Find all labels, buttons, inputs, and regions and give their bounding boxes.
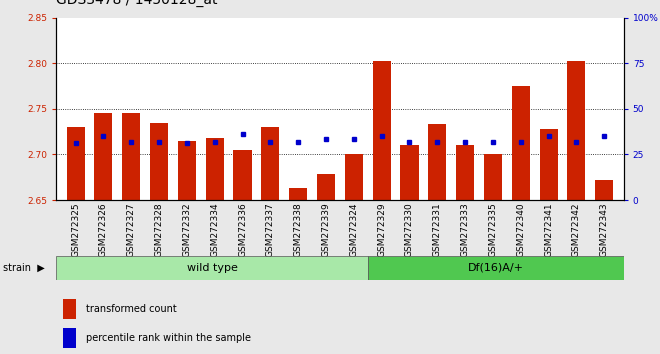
Text: GSM272327: GSM272327	[127, 202, 136, 257]
Text: strain  ▶: strain ▶	[3, 263, 45, 273]
Bar	[401, 145, 418, 200]
Bar	[484, 154, 502, 200]
Bar	[67, 127, 84, 200]
Bar	[456, 145, 474, 200]
Text: GSM272331: GSM272331	[433, 202, 442, 257]
Bar	[428, 124, 446, 200]
Text: GSM272335: GSM272335	[488, 202, 498, 257]
Bar	[317, 175, 335, 200]
Bar	[539, 129, 558, 200]
Text: GSM272342: GSM272342	[572, 202, 581, 257]
Bar	[63, 328, 76, 348]
Text: GSM272337: GSM272337	[266, 202, 275, 257]
Bar	[206, 138, 224, 200]
Text: GSM272339: GSM272339	[321, 202, 331, 257]
Bar	[345, 154, 363, 200]
Text: GSM272332: GSM272332	[182, 202, 191, 257]
Bar	[261, 127, 279, 200]
Bar	[595, 180, 613, 200]
Text: GSM272338: GSM272338	[294, 202, 303, 257]
Bar	[178, 141, 196, 200]
Bar	[150, 122, 168, 200]
Text: GSM272328: GSM272328	[154, 202, 164, 257]
Text: GSM272324: GSM272324	[349, 202, 358, 257]
Text: GSM272334: GSM272334	[210, 202, 219, 257]
Text: GSM272336: GSM272336	[238, 202, 247, 257]
Bar	[94, 113, 112, 200]
Text: GSM272329: GSM272329	[377, 202, 386, 257]
Text: GSM272330: GSM272330	[405, 202, 414, 257]
Bar	[512, 86, 530, 200]
Bar	[289, 188, 307, 200]
Bar	[373, 62, 391, 200]
Text: percentile rank within the sample: percentile rank within the sample	[86, 333, 251, 343]
Text: GSM272333: GSM272333	[461, 202, 470, 257]
Bar	[368, 256, 624, 280]
Text: transformed count: transformed count	[86, 304, 177, 314]
Text: GSM272326: GSM272326	[99, 202, 108, 257]
Bar	[568, 61, 585, 200]
Text: GSM272341: GSM272341	[544, 202, 553, 257]
Text: GSM272325: GSM272325	[71, 202, 80, 257]
Text: GDS3478 / 1450128_at: GDS3478 / 1450128_at	[56, 0, 218, 7]
Bar	[63, 299, 76, 319]
Text: Df(16)A/+: Df(16)A/+	[468, 263, 524, 273]
Text: GSM272340: GSM272340	[516, 202, 525, 257]
Bar	[122, 113, 141, 200]
Text: wild type: wild type	[187, 263, 238, 273]
Bar	[56, 256, 368, 280]
Text: GSM272343: GSM272343	[600, 202, 609, 257]
Bar	[234, 150, 251, 200]
